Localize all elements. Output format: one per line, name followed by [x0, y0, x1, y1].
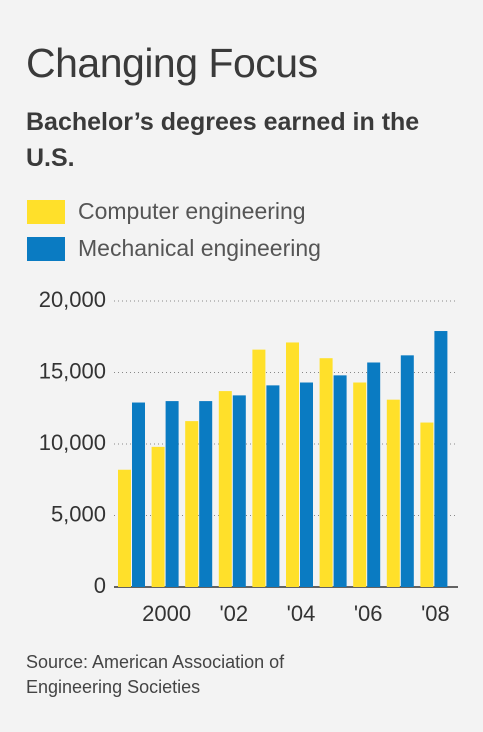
bar	[420, 422, 434, 587]
bar	[286, 342, 299, 587]
bar	[218, 391, 232, 587]
bar	[353, 382, 367, 587]
bar	[199, 401, 213, 587]
chart: 0 5,000 10,000 15,000 20,000 2000 '02 '04 '06 '08	[39, 287, 458, 626]
bar	[266, 385, 280, 587]
legend-item: Computer engineering	[27, 198, 306, 225]
x-tick-label: 2000	[142, 601, 191, 626]
x-tick-label: '04	[287, 601, 316, 626]
y-tick-label: 10,000	[39, 430, 106, 455]
bar	[165, 401, 179, 587]
source: Source: American Association of Engineer…	[26, 652, 285, 697]
bar	[151, 446, 165, 587]
x-tick-label: '06	[354, 601, 383, 626]
bar	[232, 395, 246, 587]
bar	[252, 349, 266, 587]
bar	[118, 469, 131, 587]
legend-label: Computer engineering	[78, 198, 306, 224]
bar	[319, 358, 333, 587]
bar	[386, 399, 400, 587]
chart-title: Changing Focus	[26, 40, 318, 86]
legend-item: Mechanical engineering	[27, 235, 321, 262]
legend-swatch	[27, 199, 65, 224]
bar	[400, 355, 414, 587]
legend-swatch	[27, 236, 65, 261]
bar	[132, 402, 145, 587]
y-tick-label: 20,000	[39, 287, 106, 312]
bar	[300, 382, 313, 587]
x-tick-label: '08	[421, 601, 450, 626]
y-tick-label: 15,000	[39, 358, 106, 383]
bar	[333, 375, 347, 587]
chart-subtitle: Bachelor’s degrees earned in the U.S.	[26, 108, 420, 172]
x-tick-label: '02	[219, 601, 248, 626]
y-tick-label: 5,000	[51, 501, 106, 526]
bar	[185, 421, 199, 587]
y-tick-label: 0	[94, 573, 106, 598]
bar	[434, 331, 448, 587]
bar	[367, 362, 381, 587]
legend-label: Mechanical engineering	[78, 235, 321, 261]
